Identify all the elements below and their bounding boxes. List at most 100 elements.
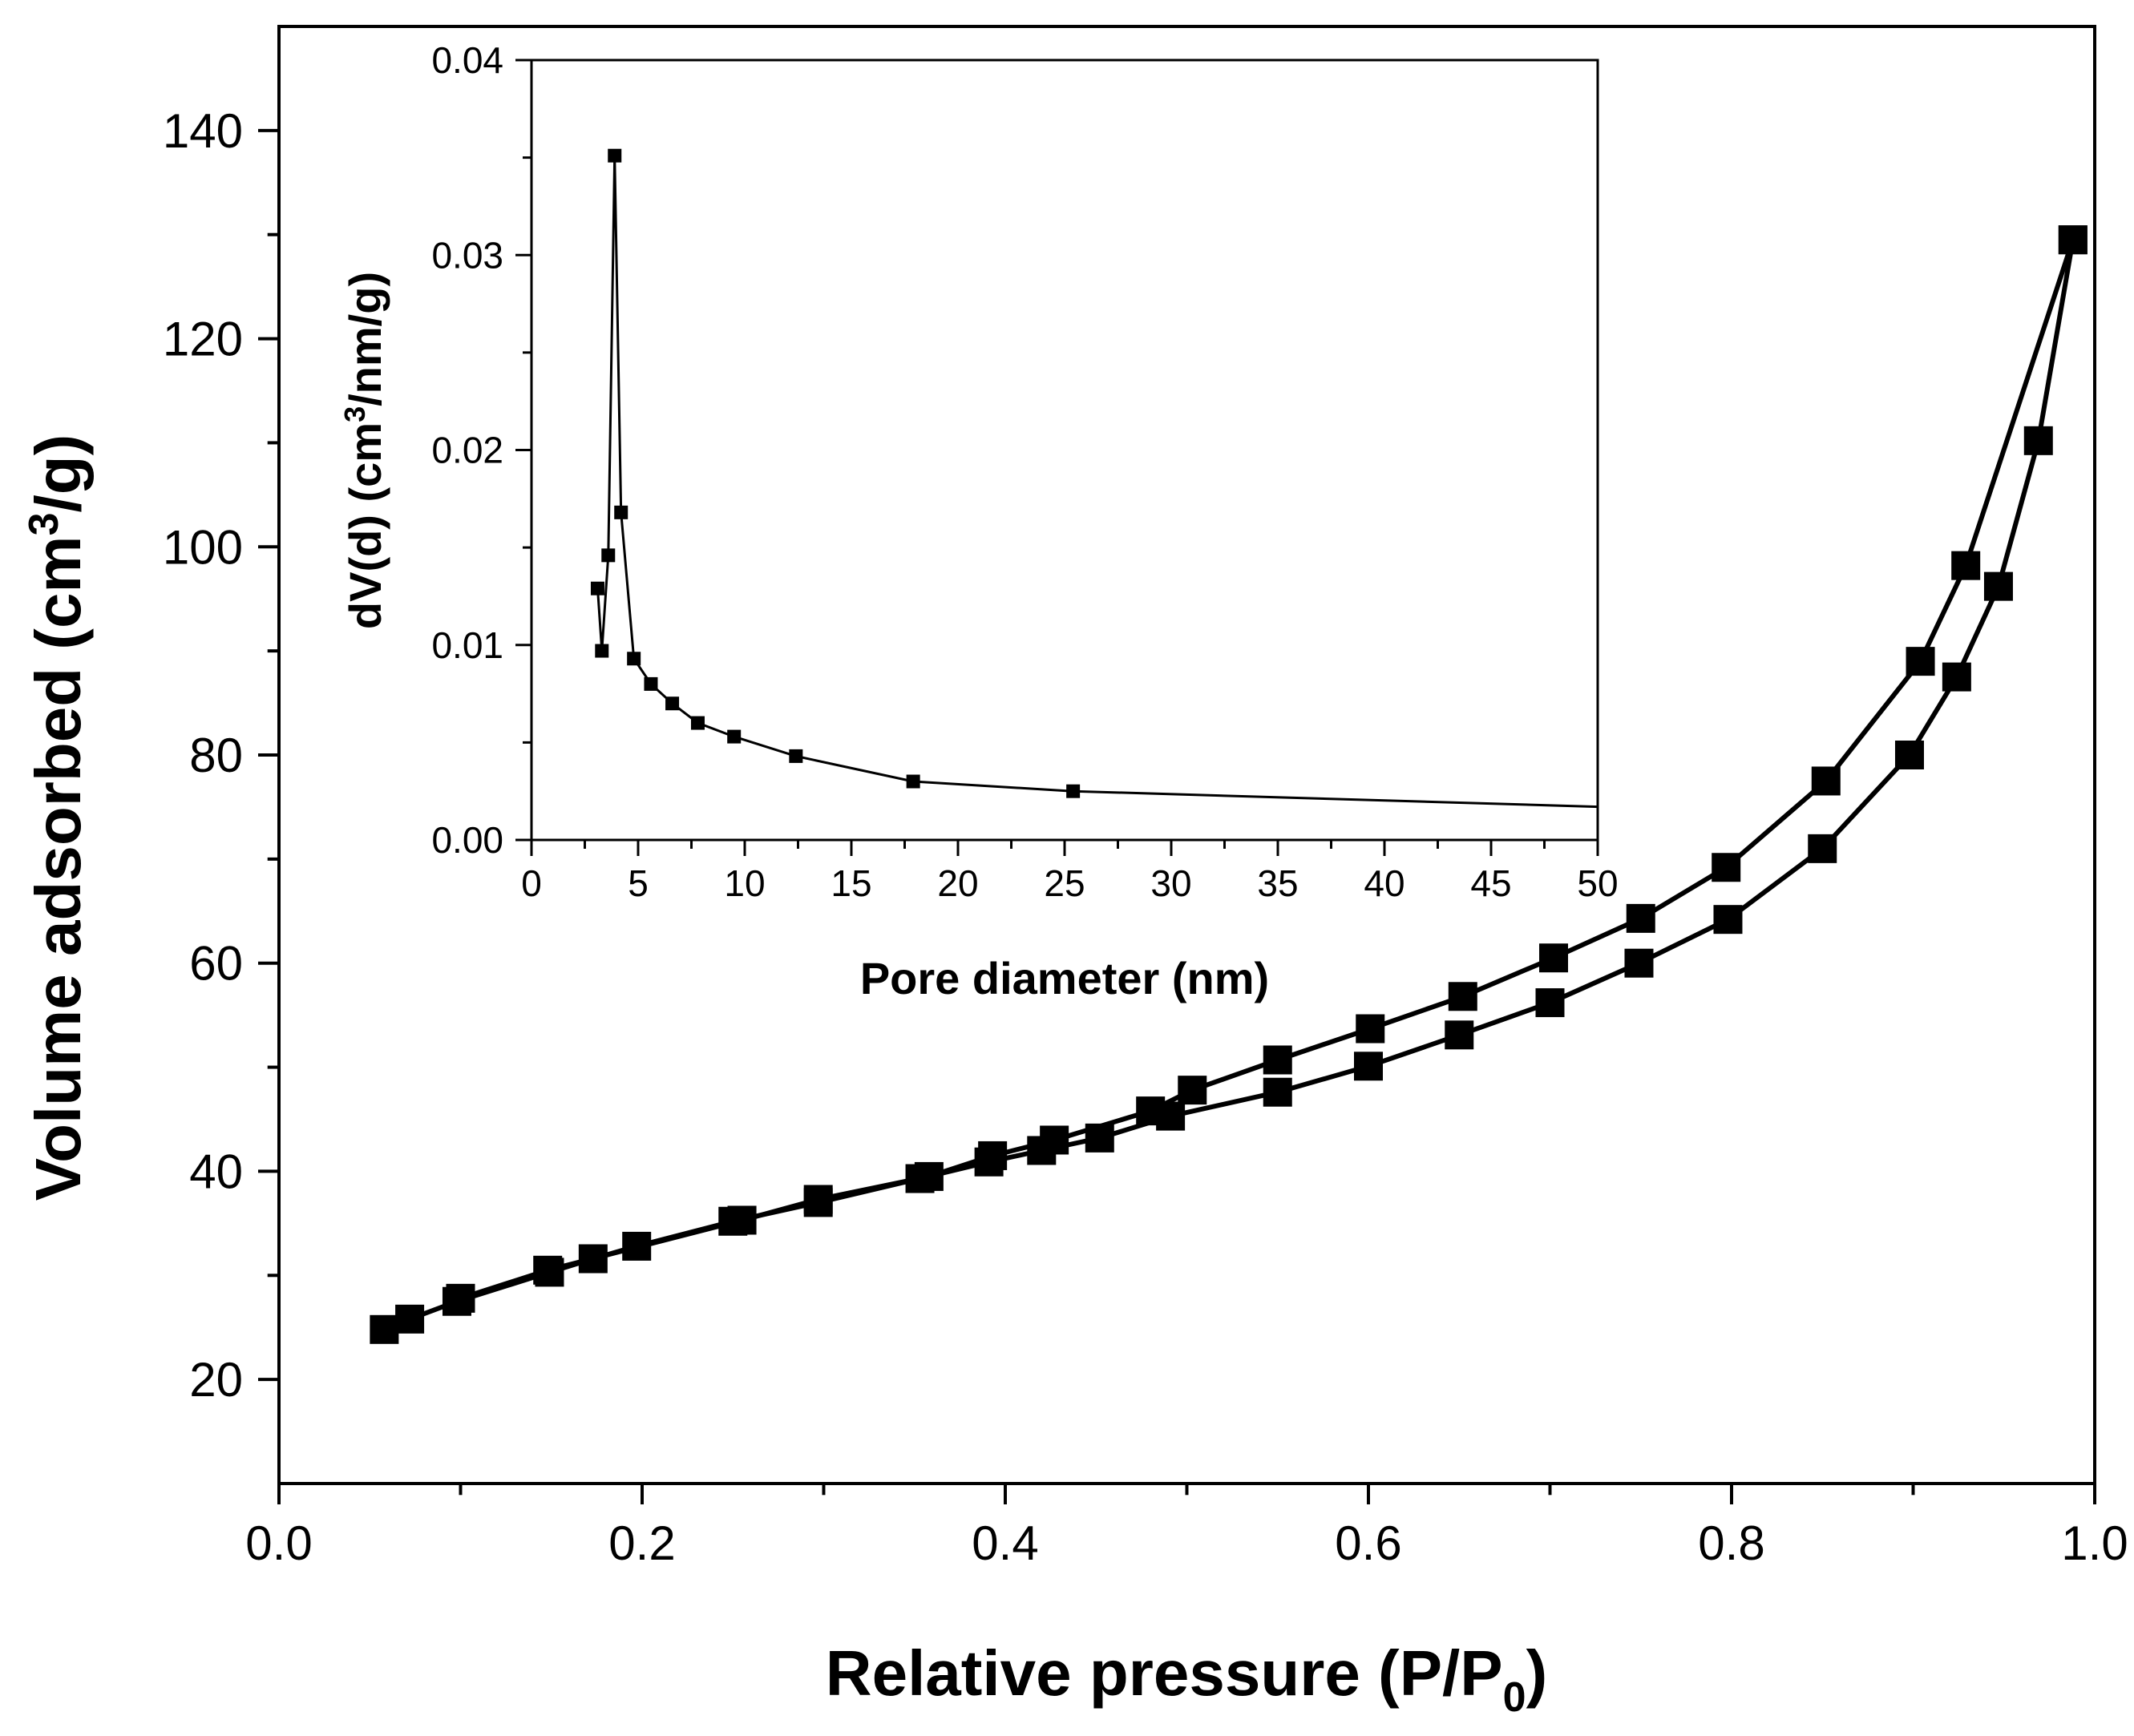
main-data-point	[370, 1314, 399, 1344]
inset-data-point	[590, 581, 604, 595]
inset-data-point	[595, 644, 609, 658]
inset-x-tick-label: 30	[1150, 862, 1191, 904]
inset-axis-ticks: 0 5 10 15 20 25 30 35 40 45 50 0.00 0.01 0.02 0.03 0.04	[431, 39, 1618, 904]
main-data-point	[978, 1141, 1008, 1170]
inset-x-tick-label: 50	[1577, 862, 1618, 904]
main-x-tick-label: 0.0	[245, 1516, 312, 1570]
inset-x-tick-label: 35	[1257, 862, 1298, 904]
main-data-point	[1445, 1020, 1474, 1050]
main-y-axis-title: Volume adsorbed (cm3/g)	[21, 434, 94, 1201]
main-x-tick-label: 1.0	[2061, 1516, 2128, 1570]
inset-data-point	[644, 676, 658, 691]
inset-series-group	[596, 154, 1598, 809]
main-data-point	[1951, 551, 1981, 580]
main-data-point	[727, 1205, 757, 1235]
main-data-point	[1983, 571, 2013, 601]
main-data-point	[1624, 948, 1654, 978]
inset-y-axis-title-text: dV(d) (cm	[340, 422, 390, 629]
main-data-point	[1356, 1014, 1385, 1044]
main-data-point	[578, 1244, 608, 1274]
main-data-point	[1942, 662, 1971, 692]
inset-data-point	[614, 505, 628, 519]
inset-y-tick-label: 0.02	[431, 430, 503, 471]
main-x-axis-title-text: Relative pressure (P/P	[826, 1637, 1503, 1709]
inset-x-tick-label: 0	[521, 862, 542, 904]
main-data-point	[1040, 1125, 1069, 1155]
main-x-tick-label: 0.8	[1698, 1516, 1764, 1570]
main-data-point	[1178, 1076, 1207, 1105]
inset-series-line-pore-size-distribution	[596, 154, 1598, 809]
main-data-point	[1448, 982, 1477, 1011]
inset-y-axis-title: dV(d) (cm3/nm/g)	[338, 272, 390, 629]
inset-plot-frame	[530, 59, 1599, 842]
inset-y-axis-title-superscript: 3	[338, 406, 371, 422]
inset-y-tick-label: 0.03	[431, 234, 503, 276]
main-y-axis-title-end: /g)	[22, 434, 94, 513]
inset-x-tick-label: 10	[724, 862, 765, 904]
inset-y-tick-label: 0.00	[431, 819, 503, 861]
inset-x-tick-label: 45	[1470, 862, 1511, 904]
main-y-tick-label: 140	[163, 104, 243, 158]
inset-data-point	[906, 774, 920, 789]
inset-data-point	[1066, 784, 1081, 798]
main-data-point	[2023, 426, 2053, 455]
inset-x-tick-label: 25	[1044, 862, 1085, 904]
main-x-tick-label: 0.4	[972, 1516, 1038, 1570]
inset-data-point	[690, 716, 705, 730]
main-data-point	[395, 1304, 425, 1334]
main-data-point	[2058, 225, 2088, 255]
main-x-tick-label: 0.6	[1335, 1516, 1401, 1570]
inset-x-tick-label: 5	[628, 862, 649, 904]
main-x-axis-title: Relative pressure (P/P0)	[826, 1637, 1547, 1721]
main-y-axis-title-superscript: 3	[21, 513, 67, 536]
inset-chart: 0 5 10 15 20 25 30 35 40 45 50 0.00 0.01 0.02 0.03 0.04…	[338, 39, 1619, 1003]
inset-x-tick-label: 40	[1364, 862, 1404, 904]
main-data-point	[533, 1255, 563, 1285]
main-y-tick-label: 20	[189, 1353, 243, 1407]
inset-y-tick-label: 0.04	[431, 39, 503, 81]
main-data-point	[1808, 834, 1837, 863]
main-y-tick-label: 40	[189, 1145, 243, 1198]
inset-x-tick-label: 15	[831, 862, 871, 904]
inset-marker-group	[590, 148, 1081, 798]
main-data-point	[1136, 1096, 1166, 1126]
main-data-point	[803, 1185, 833, 1214]
inset-data-point	[601, 548, 616, 563]
main-data-point	[1906, 647, 1935, 676]
main-data-point	[1626, 903, 1655, 933]
main-data-point	[1535, 988, 1565, 1018]
main-data-point	[1085, 1123, 1114, 1153]
main-data-point	[1811, 766, 1841, 796]
main-data-point	[1263, 1045, 1292, 1075]
inset-data-point	[627, 652, 641, 666]
main-y-tick-label: 60	[189, 937, 243, 991]
main-y-tick-label: 80	[189, 729, 243, 782]
inset-y-tick-label: 0.01	[431, 624, 503, 666]
main-data-point	[1712, 853, 1741, 882]
main-y-axis-title-text: Volume adsorbed (cm	[22, 535, 94, 1201]
main-data-point	[1539, 943, 1569, 973]
main-marker-group	[370, 225, 2088, 1344]
main-y-tick-label: 100	[163, 520, 243, 574]
main-data-point	[1713, 905, 1743, 935]
inset-data-point	[608, 148, 622, 163]
main-data-point	[1354, 1052, 1383, 1081]
inset-x-axis-title: Pore diameter (nm)	[860, 953, 1269, 1003]
inset-data-point	[727, 729, 742, 744]
main-y-tick-label: 120	[163, 313, 243, 366]
main-data-point	[622, 1231, 652, 1261]
main-data-point	[914, 1161, 944, 1191]
inset-y-axis-title-end: /nm/g)	[340, 272, 390, 406]
main-data-point	[1894, 741, 1924, 769]
main-x-axis-title-end: )	[1526, 1637, 1548, 1709]
inset-x-tick-label: 20	[937, 862, 978, 904]
inset-data-point	[789, 749, 803, 763]
main-data-point	[446, 1283, 475, 1313]
main-x-axis-title-subscript: 0	[1503, 1674, 1526, 1721]
inset-data-point	[665, 696, 680, 711]
main-data-point	[1263, 1077, 1292, 1107]
main-x-tick-label: 0.2	[608, 1516, 675, 1570]
